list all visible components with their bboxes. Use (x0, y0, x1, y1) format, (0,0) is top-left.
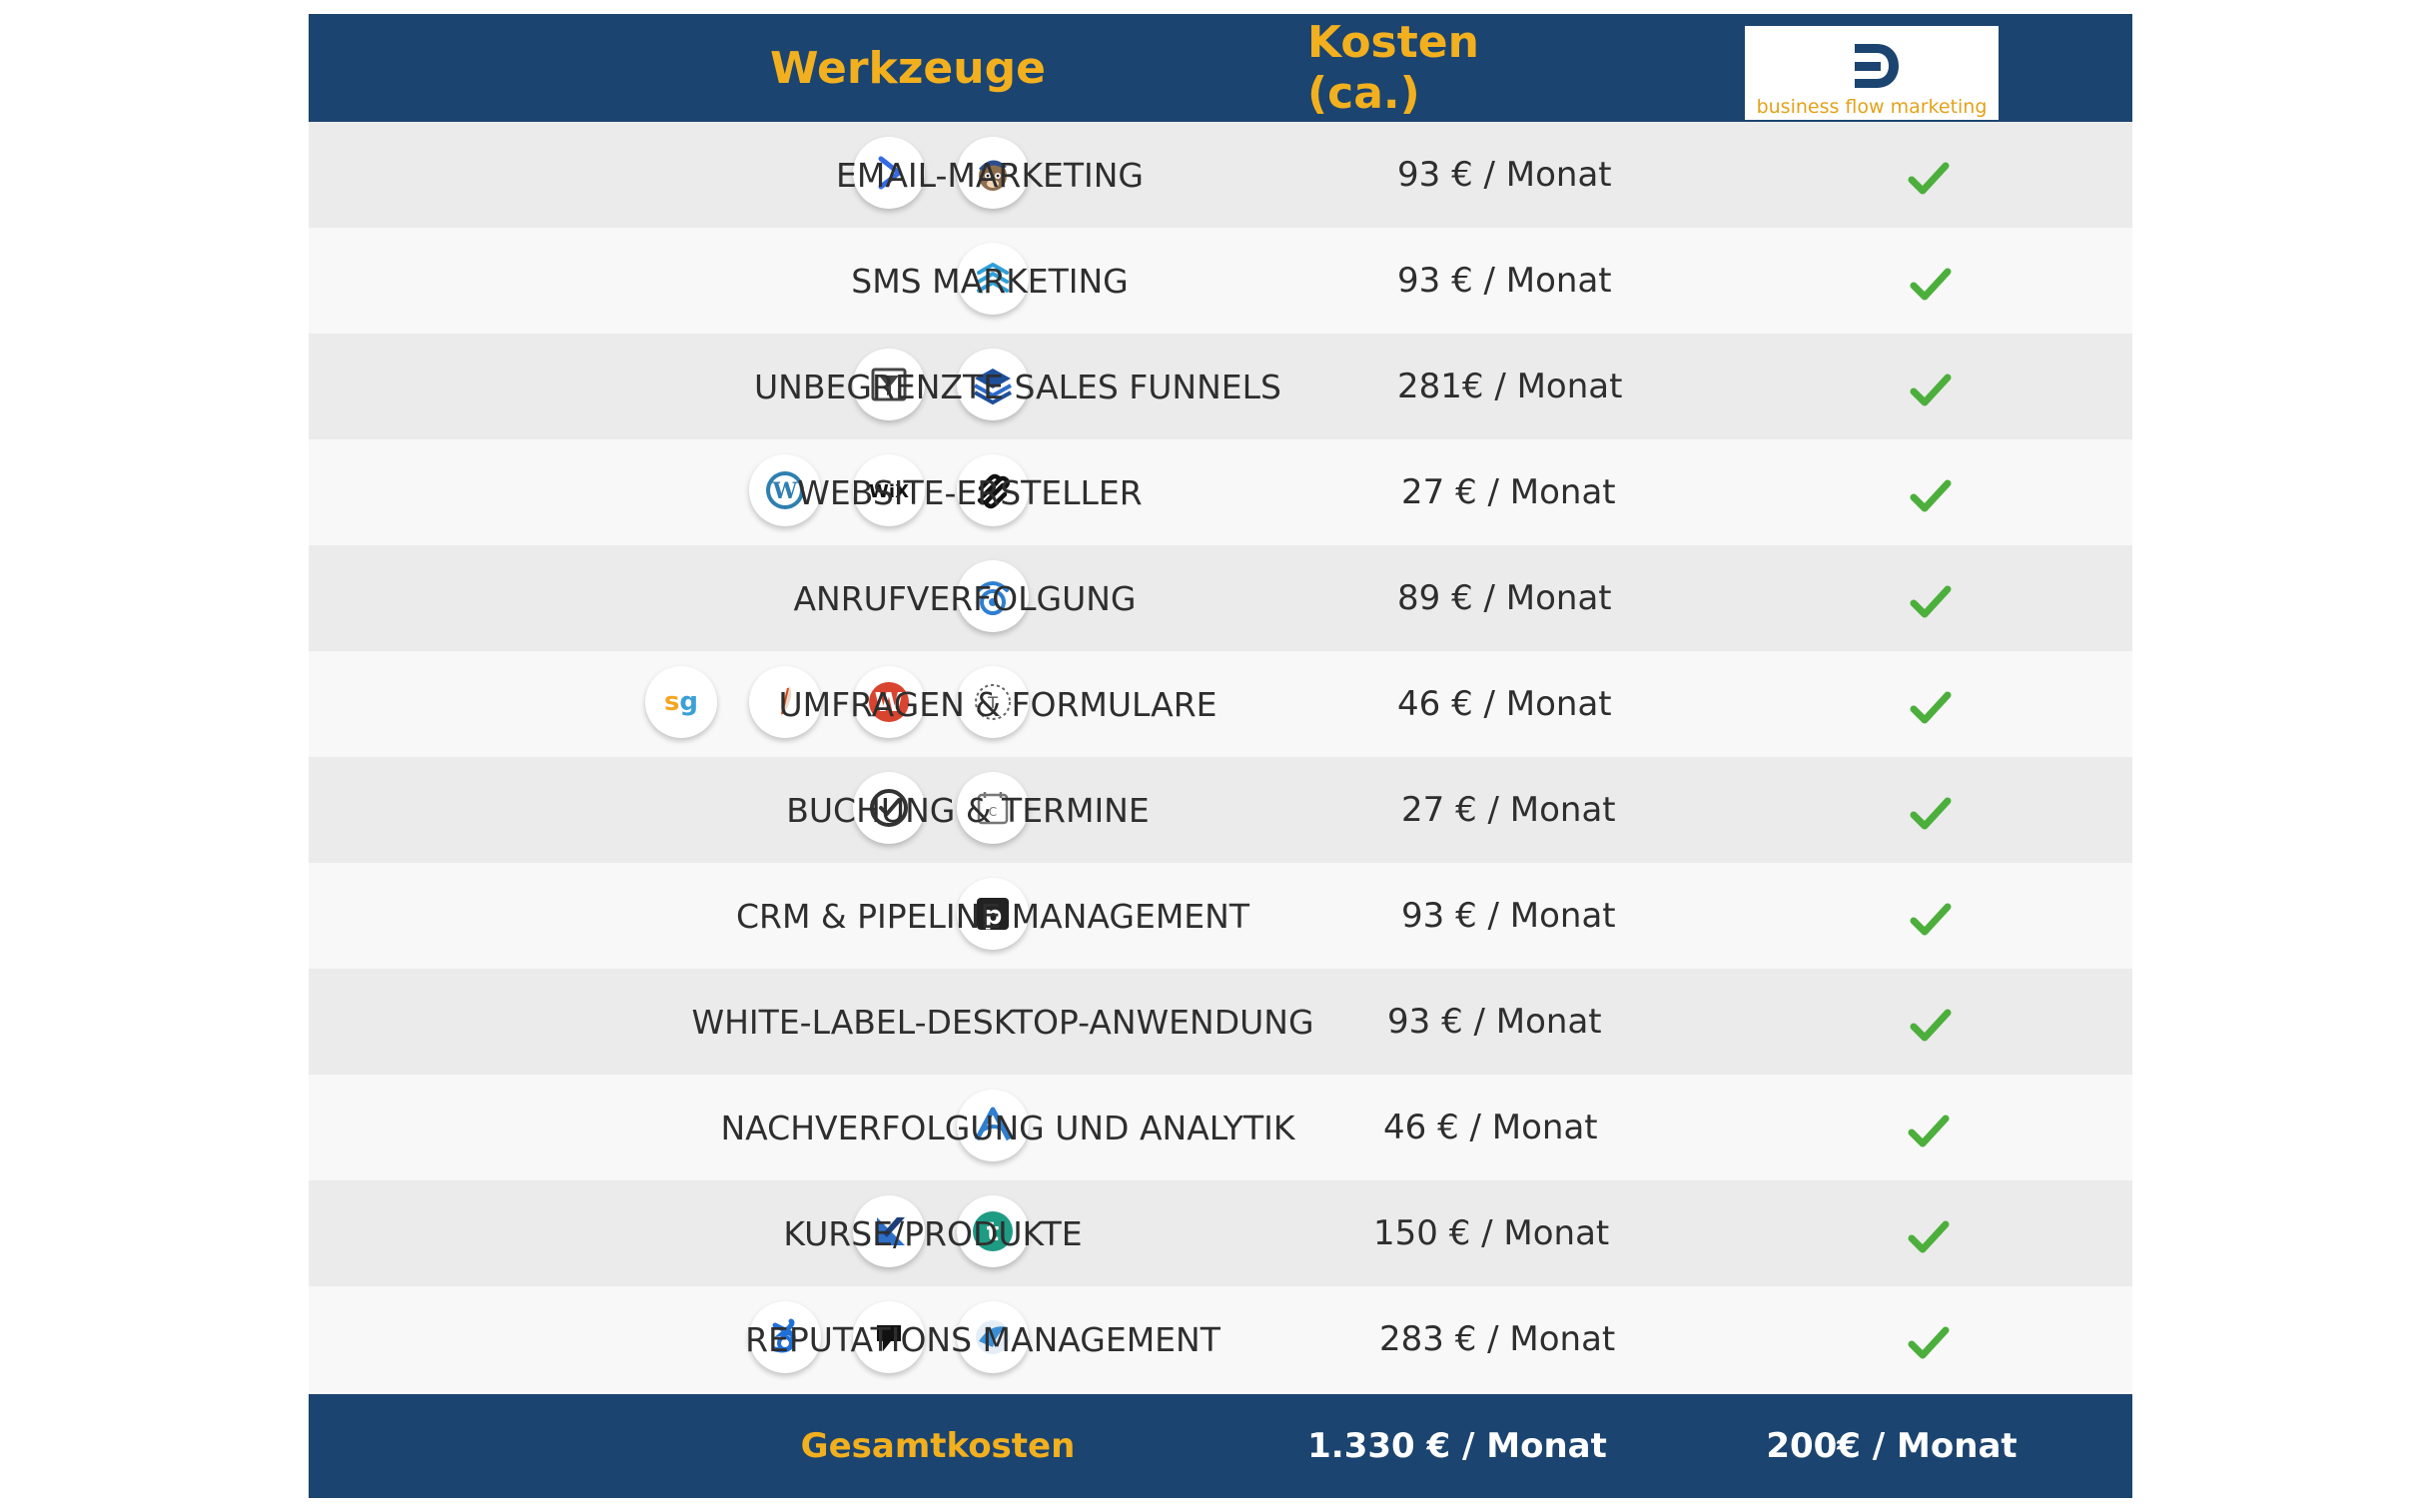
table-row: WHITE-LABEL-DESKTOP-ANWENDUNG 93 € / Mona… (309, 969, 2132, 1075)
svg-text:t: t (987, 1217, 999, 1247)
logo-mark-icon (1855, 44, 1899, 88)
svg-text:p: p (984, 901, 1003, 931)
wufoo-icon: W (853, 666, 925, 738)
acuity-check-icon (853, 772, 925, 844)
svg-text:WiX: WiX (869, 481, 909, 502)
feature-name: WHITE-LABEL-DESKTOP-ANWENDUNG (691, 1002, 1314, 1042)
table-row: NACHVERFOLGUNG UND ANALYTIK 46 € / Monat (309, 1075, 2132, 1180)
cost-value: 93 € / Monat (1397, 261, 1612, 301)
table-row: p CRM & PIPELINE MANAGEMENT 93 € / Monat (309, 863, 2132, 969)
svg-text:W: W (875, 688, 904, 718)
logo-caption: business flow marketing (1756, 96, 1988, 118)
our-price-value: 200€ / Monat (1766, 1426, 2018, 1466)
cost-value: 93 € / Monat (1387, 1002, 1602, 1042)
svg-text:W: W (772, 478, 798, 504)
feature-name: UNBEGRENZTE SALES FUNNELS (754, 367, 1281, 406)
mailchimp-icon (957, 137, 1029, 209)
svg-text:T: T (987, 693, 998, 712)
included-check-icon (1908, 162, 1950, 195)
call-tracking-icon (957, 560, 1029, 632)
included-check-icon (1908, 1115, 1950, 1147)
cost-value: 93 € / Monat (1401, 896, 1616, 936)
cost-value: 89 € / Monat (1397, 578, 1612, 618)
feature-name: NACHVERFOLGUNG UND ANALYTIK (720, 1108, 1295, 1147)
squarespace-icon (957, 454, 1029, 526)
feature-name: BUCHUNG & TERMINE (786, 790, 1150, 830)
included-check-icon (1910, 479, 1952, 512)
cost-value: 281€ / Monat (1397, 367, 1623, 406)
table-row: ANRUFVERFOLGUNG 89 € / Monat (309, 545, 2132, 651)
feature-name: REPUTATIONS MANAGEMENT (745, 1319, 1220, 1359)
feature-name: EMAIL-MARKETING (836, 155, 1144, 195)
feature-name: CRM & PIPELINE MANAGEMENT (736, 896, 1249, 936)
svg-text:C: C (989, 805, 997, 819)
feather-icon (749, 666, 821, 738)
kajabi-icon (853, 1195, 925, 1267)
calendly-icon: C (957, 772, 1029, 844)
included-check-icon (1910, 691, 1952, 724)
included-check-icon (1908, 1220, 1950, 1253)
podium-icon (853, 1301, 925, 1373)
cost-column-header: Kosten (ca.) (1307, 17, 1479, 119)
included-check-icon (1910, 1009, 1952, 1042)
table-row: C BUCHUNG & TERMINE 27 € / Monat (309, 757, 2132, 863)
feature-name: ANRUFVERFOLGUNG (793, 578, 1137, 618)
feature-name: SMS MARKETING (851, 261, 1129, 301)
table-row: t KURSE/PRODUKTE 150 € / Monat (309, 1180, 2132, 1286)
cost-value: 283 € / Monat (1379, 1319, 1616, 1359)
cost-value: 46 € / Monat (1383, 1108, 1598, 1147)
feature-name: UMFRAGEN & FORMULARE (778, 684, 1217, 724)
typeform-icon: T (957, 666, 1029, 738)
wordpress-icon: W (749, 454, 821, 526)
birdeye-icon (749, 1301, 821, 1373)
feature-name: KURSE/PRODUKTE (783, 1213, 1083, 1253)
activecampaign-icon (853, 137, 925, 209)
pricing-comparison-table: Werkzeuge Kosten (ca.) business flow mar… (309, 14, 2132, 1498)
analytics-a-icon (957, 1090, 1029, 1161)
cost-value: 150 € / Monat (1373, 1213, 1610, 1253)
table-row: SMS MARKETING 93 € / Monat (309, 228, 2132, 334)
company-logo: business flow marketing (1745, 26, 1999, 120)
cost-value: 27 € / Monat (1401, 790, 1616, 830)
wix-icon: WiX (853, 454, 925, 526)
total-cost-label: Gesamtkosten (800, 1426, 1076, 1466)
feature-name: WEBSITE-ERSTELLER (797, 472, 1143, 512)
total-cost-value: 1.330 € / Monat (1307, 1426, 1607, 1466)
pipedrive-icon: p (957, 878, 1029, 950)
included-check-icon (1910, 374, 1952, 406)
surveygizmo-icon: sg (645, 666, 717, 738)
included-check-icon (1910, 903, 1952, 936)
table-row: sg W T UMFRAGEN & FORMULARE 46 € / Monat (309, 651, 2132, 757)
table-row: UNBEGRENZTE SALES FUNNELS 281€ / Monat (309, 334, 2132, 439)
clickfunnels-icon (853, 349, 925, 420)
tools-column-header: Werkzeuge (770, 42, 1046, 94)
cost-value: 93 € / Monat (1397, 155, 1612, 195)
teachable-icon: t (957, 1195, 1029, 1267)
cost-value: 27 € / Monat (1401, 472, 1616, 512)
table-footer: Gesamtkosten 1.330 € / Monat 200€ / Mona… (309, 1394, 2132, 1498)
table-header: Werkzeuge Kosten (ca.) business flow mar… (309, 14, 2132, 122)
included-check-icon (1910, 585, 1952, 618)
included-check-icon (1910, 268, 1952, 301)
reputation-icon (957, 1301, 1029, 1373)
svg-text:sg: sg (664, 687, 698, 717)
included-check-icon (1908, 1326, 1950, 1359)
layers-icon (957, 349, 1029, 420)
table-row: REPUTATIONS MANAGEMENT 283 € / Monat (309, 1286, 2132, 1392)
table-row: W WiX WEBSITE-ERSTELLER 27 € / Monat (309, 439, 2132, 545)
included-check-icon (1910, 797, 1952, 830)
sms-waves-icon (957, 243, 1029, 315)
cost-value: 46 € / Monat (1397, 684, 1612, 724)
table-row: EMAIL-MARKETING 93 € / Monat (309, 122, 2132, 228)
